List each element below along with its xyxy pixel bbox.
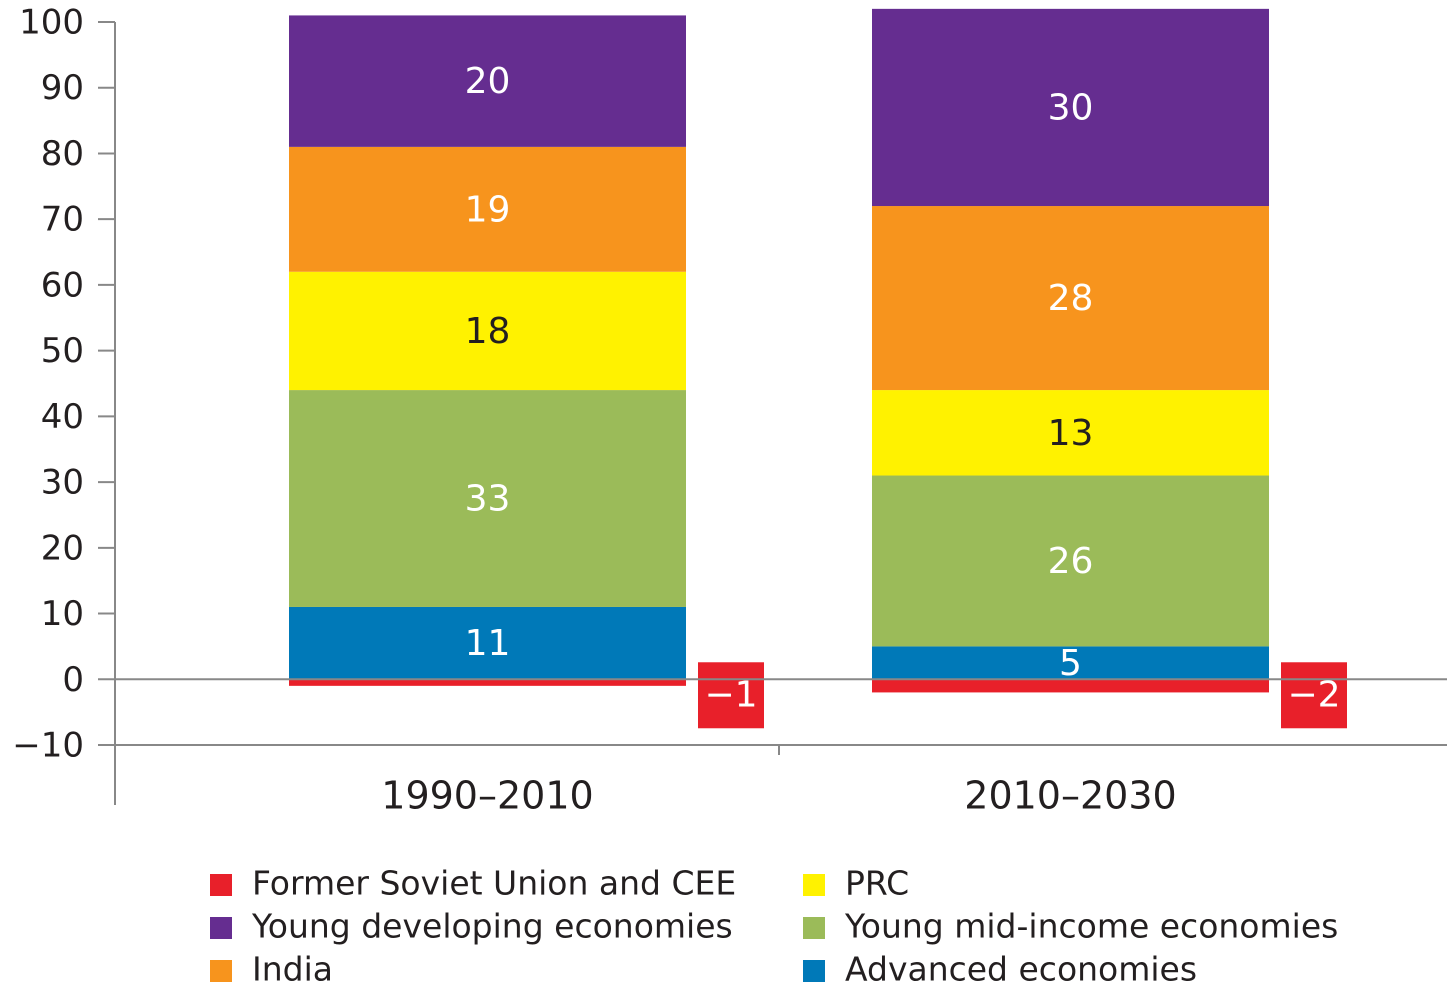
y-tick-label: 90 <box>41 68 84 108</box>
bar-segment <box>872 646 1269 680</box>
value-label: 30 <box>1048 87 1094 128</box>
legend-swatch <box>210 917 232 939</box>
value-label: 5 <box>1059 643 1082 684</box>
value-label: 26 <box>1048 541 1094 582</box>
legend-label: Former Soviet Union and CEE <box>252 864 736 903</box>
y-tick-label: 60 <box>41 265 84 305</box>
y-tick-label: 50 <box>41 331 84 371</box>
value-label-box <box>698 662 764 729</box>
bar-segment <box>289 146 686 272</box>
value-label: 11 <box>465 623 511 664</box>
legend-label: Young developing economies <box>251 907 733 946</box>
y-tick-label: 40 <box>41 397 84 437</box>
bar-segment <box>289 679 686 686</box>
y-tick-label: 20 <box>41 528 84 568</box>
value-label: 33 <box>465 479 511 520</box>
legend-swatch <box>803 917 825 939</box>
bar-segment <box>872 679 1269 693</box>
y-tick-label: 70 <box>41 200 84 240</box>
value-label: 18 <box>465 311 511 352</box>
value-label: 28 <box>1048 278 1094 319</box>
legend-swatch <box>210 960 232 982</box>
bar-segment <box>289 15 686 147</box>
bar-segment <box>872 206 1269 391</box>
y-tick-label: 30 <box>41 463 84 503</box>
legend-swatch <box>803 960 825 982</box>
legend-label: India <box>252 950 333 988</box>
value-label: −1 <box>704 674 757 715</box>
bar-segment <box>872 390 1269 476</box>
y-tick-label: 80 <box>41 134 84 174</box>
value-label: −2 <box>1287 674 1340 715</box>
legend-label: PRC <box>845 864 909 903</box>
x-tick-label: 1990–2010 <box>381 774 593 818</box>
bar-segment <box>872 475 1269 647</box>
y-tick-label: 0 <box>62 660 84 700</box>
bar-segment <box>289 271 686 391</box>
value-label: 13 <box>1048 413 1094 454</box>
legend-swatch <box>210 874 232 896</box>
legend-label: Advanced economies <box>845 950 1197 988</box>
value-label: 19 <box>465 189 511 230</box>
value-label: 20 <box>465 61 511 102</box>
bar-segment <box>289 390 686 607</box>
y-tick-label: 10 <box>41 594 84 634</box>
x-tick-label: 2010–2030 <box>964 774 1176 818</box>
legend-label: Young mid-income economies <box>844 907 1338 946</box>
y-tick-label: −10 <box>12 726 84 766</box>
value-label-box <box>1281 662 1347 729</box>
bar-segment <box>289 606 686 680</box>
legend-swatch <box>803 874 825 896</box>
y-tick-label: 100 <box>19 3 84 43</box>
bar-segment <box>872 8 1269 207</box>
